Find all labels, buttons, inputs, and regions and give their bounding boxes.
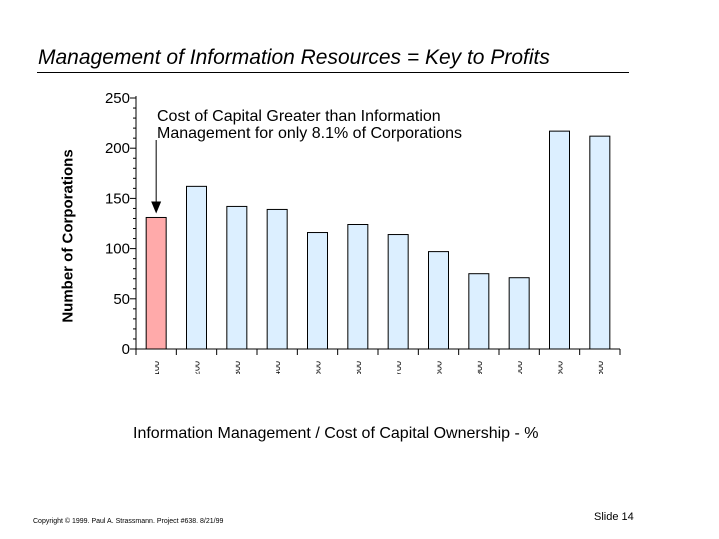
bar bbox=[387, 234, 409, 350]
bar bbox=[508, 277, 530, 350]
title-underline bbox=[37, 72, 629, 73]
bar bbox=[468, 273, 490, 350]
x-category-label: 901 to 1,000 bbox=[514, 361, 524, 411]
x-category-label: Less than 100 bbox=[151, 361, 161, 418]
bar bbox=[266, 208, 288, 350]
y-tick-label: 200 bbox=[105, 140, 130, 157]
y-tick-label: 100 bbox=[105, 241, 130, 258]
x-category-label: 201 to 300 bbox=[232, 361, 242, 404]
annotation-line-2: Management for only 8.1% of Corporations bbox=[157, 125, 463, 142]
bar bbox=[347, 224, 369, 350]
bar bbox=[186, 185, 207, 350]
x-category-label: 401 to 500 bbox=[313, 361, 323, 404]
x-category-label: 301 to 400 bbox=[272, 361, 282, 404]
slide-title: Management of Information Resources = Ke… bbox=[38, 46, 550, 69]
annotation-line-1: Cost of Capital Greater than Information bbox=[157, 108, 441, 125]
annotation-arrow-head bbox=[151, 201, 162, 214]
footer-copyright: Copyright © 1999. Paul A. Strassmann. Pr… bbox=[33, 518, 224, 525]
y-tick-label: 250 bbox=[105, 90, 130, 107]
bar bbox=[145, 216, 167, 350]
x-axis-label: Information Management / Cost of Capital… bbox=[133, 425, 539, 442]
x-category-label: 1,001 to 1,500 bbox=[555, 361, 565, 419]
x-category-label: Over 1,500 bbox=[595, 361, 605, 406]
bar bbox=[428, 251, 449, 350]
slide-number: Slide 14 bbox=[594, 511, 634, 523]
bar bbox=[549, 130, 570, 350]
y-tick-label: 0 bbox=[122, 341, 130, 358]
x-category-label: 601 to 700 bbox=[393, 361, 403, 404]
x-category-label: 101 to 200 bbox=[192, 361, 202, 404]
x-category-label: 801 to 900 bbox=[474, 361, 484, 404]
y-tick-label: 150 bbox=[105, 190, 130, 207]
x-category-label: 701 to 800 bbox=[434, 361, 444, 404]
bar bbox=[589, 135, 611, 350]
bar bbox=[307, 232, 328, 350]
x-category-label: 501 to 600 bbox=[353, 361, 363, 404]
y-tick-label: 50 bbox=[113, 291, 130, 308]
bar bbox=[226, 205, 248, 350]
chart-annotation: Cost of Capital Greater than Information… bbox=[157, 108, 462, 142]
